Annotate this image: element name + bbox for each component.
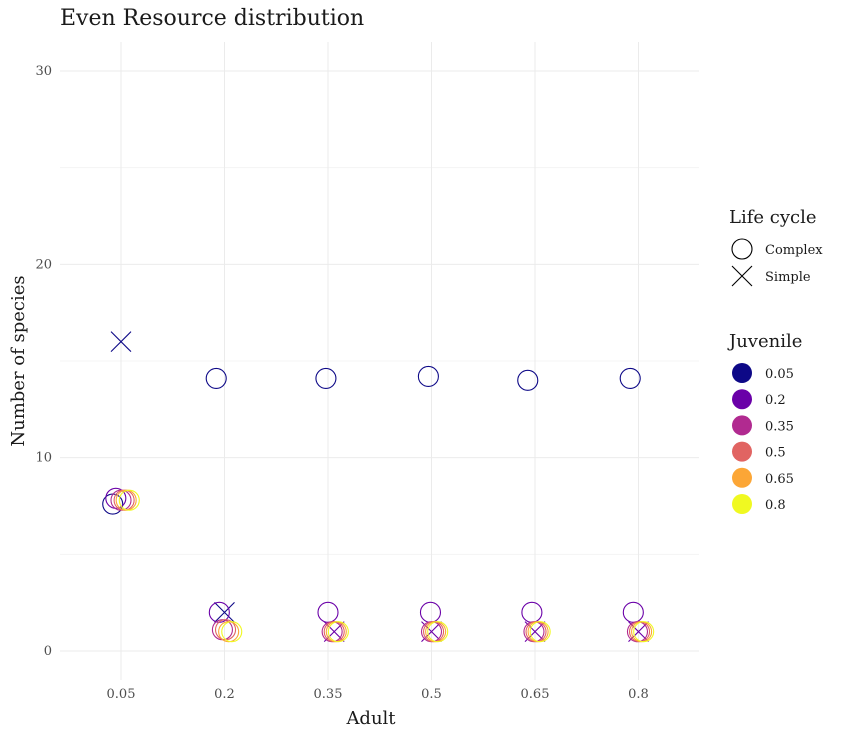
- legend-color-label: 0.05: [765, 367, 794, 382]
- data-point-complex: [521, 601, 543, 623]
- x-tick-label: 0.35: [314, 687, 343, 702]
- legend-key-color: [732, 441, 752, 462]
- chart-title: Even Resource distribution: [60, 6, 365, 31]
- data-point-complex: [327, 621, 349, 643]
- x-tick-label: 0.5: [421, 687, 442, 702]
- x-tick-label: 0.2: [214, 687, 235, 702]
- legend-shape-title: Life cycle: [729, 207, 817, 228]
- data-point-complex: [517, 369, 539, 391]
- x-axis-title: Adult: [345, 708, 396, 729]
- data-point-complex: [523, 621, 545, 643]
- x-tick-label: 0.05: [107, 687, 136, 702]
- y-tick-label: 20: [35, 257, 52, 272]
- axes-layer: 0 10 20 30 0.05 0.2 0.35 0.5 0.65 0.8 Adult Number …: [8, 64, 649, 729]
- legend-key-color: [732, 467, 752, 488]
- data-point-complex: [321, 621, 343, 643]
- y-tick-label: 30: [35, 64, 52, 79]
- x-tick-label: 0.65: [521, 687, 550, 702]
- data-point-complex: [423, 621, 445, 643]
- data-point-complex: [118, 489, 140, 511]
- y-tick-label: 0: [44, 644, 52, 659]
- legend-layer: Life cycle Complex Simple Juvenile 0.05 0.2 0.…: [727, 207, 823, 514]
- legend-color-label: 0.65: [765, 472, 794, 487]
- data-point-complex: [417, 365, 439, 388]
- data-point-simple: [323, 621, 345, 643]
- legend-key-color: [732, 415, 752, 436]
- data-point-complex: [619, 367, 641, 389]
- data-point-complex: [626, 621, 649, 643]
- grid-layer: [60, 42, 699, 680]
- data-point-complex: [622, 601, 644, 623]
- legend-color-label: 0.35: [765, 419, 794, 434]
- y-tick-label: 10: [35, 451, 52, 466]
- data-point-complex: [628, 621, 651, 643]
- legend-shape-label: Simple: [765, 270, 811, 285]
- legend-color-title: Juvenile: [727, 331, 802, 352]
- data-point-complex: [527, 621, 549, 643]
- data-point-complex: [221, 621, 243, 643]
- data-point-simple: [110, 331, 132, 353]
- legend-key-cross: [731, 265, 753, 287]
- data-point-complex: [205, 367, 227, 389]
- legend-color-label: 0.2: [765, 393, 786, 408]
- data-point-complex: [525, 621, 547, 643]
- data-point-simple: [421, 621, 442, 643]
- data-point-complex: [419, 601, 442, 623]
- legend-color-label: 0.5: [765, 446, 786, 461]
- y-axis-title: Number of species: [8, 275, 29, 446]
- points-layer: [102, 331, 655, 643]
- legend-shape-label: Complex: [765, 243, 823, 258]
- data-point-complex: [633, 621, 655, 643]
- legend-key-color: [732, 363, 752, 383]
- data-point-complex: [529, 621, 551, 643]
- data-point-complex: [427, 621, 449, 643]
- legend-key-circle: [731, 238, 753, 260]
- legend-key-color: [732, 494, 752, 514]
- data-point-complex: [425, 621, 447, 643]
- x-tick-label: 0.8: [628, 687, 649, 702]
- data-point-complex: [325, 621, 347, 643]
- data-point-complex: [631, 621, 653, 643]
- data-point-complex: [315, 367, 337, 389]
- legend-color-label: 0.8: [765, 498, 786, 513]
- legend-key-color: [732, 389, 752, 410]
- data-point-simple: [214, 601, 235, 623]
